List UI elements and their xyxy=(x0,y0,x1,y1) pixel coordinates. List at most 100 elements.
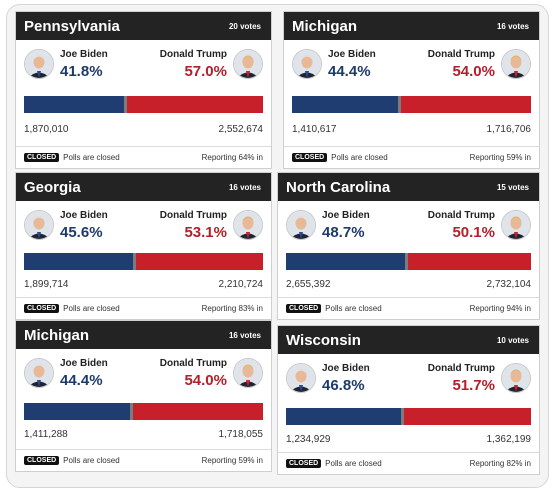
biden-avatar-icon xyxy=(292,49,322,79)
card-header: Georgia 16 votes xyxy=(16,173,271,201)
candidates-row: Joe Biden 46.8% Donald Trump 51.7% xyxy=(278,354,539,404)
trump-vote-count: 1,362,199 xyxy=(486,434,532,445)
trump-vote-count: 1,718,055 xyxy=(218,429,264,440)
card-footer: CLOSED Polls are closed Reporting 83% in xyxy=(16,297,271,319)
trump-avatar-icon xyxy=(233,358,263,388)
poll-status: Polls are closed xyxy=(325,304,382,313)
vote-share-bar xyxy=(292,96,531,113)
biden-name: Joe Biden xyxy=(322,363,370,374)
reporting-status: Reporting 64% in xyxy=(201,153,263,162)
trump-bar xyxy=(401,96,531,113)
biden-bar xyxy=(286,253,406,270)
trump-percent: 54.0% xyxy=(452,63,495,80)
biden-bar xyxy=(286,408,401,425)
biden-name: Joe Biden xyxy=(60,358,108,369)
biden-avatar-icon xyxy=(286,363,316,393)
electoral-votes: 10 votes xyxy=(496,335,529,345)
vote-counts: 1,234,929 1,362,199 xyxy=(286,434,531,445)
electoral-votes: 15 votes xyxy=(496,182,529,192)
electoral-votes: 16 votes xyxy=(496,21,529,31)
state-name: Pennsylvania xyxy=(24,17,120,35)
biden-percent: 48.7% xyxy=(322,224,365,241)
trump-name: Donald Trump xyxy=(159,49,227,60)
candidates-row: Joe Biden 44.4% Donald Trump 54.0% xyxy=(284,40,539,90)
vote-counts: 1,899,714 2,210,724 xyxy=(24,279,263,290)
trump-avatar-icon xyxy=(233,210,263,240)
result-card-georgia[interactable]: Georgia 16 votes Joe Biden 45.6% Donald … xyxy=(15,172,272,320)
biden-vote-count: 1,234,929 xyxy=(286,434,331,445)
trump-percent: 57.0% xyxy=(184,63,227,80)
trump-percent: 51.7% xyxy=(452,377,495,394)
biden-percent: 41.8% xyxy=(60,63,103,80)
state-name: Georgia xyxy=(24,178,81,196)
result-card-michigan-2[interactable]: Michigan 16 votes Joe Biden 44.4% Donald… xyxy=(15,320,272,472)
trump-bar xyxy=(126,96,263,113)
reporting-status: Reporting 94% in xyxy=(469,304,531,313)
candidates-row: Joe Biden 41.8% Donald Trump 57.0% xyxy=(16,40,271,90)
trump-name: Donald Trump xyxy=(427,49,495,60)
closed-badge: CLOSED xyxy=(292,153,328,162)
biden-vote-count: 1,410,617 xyxy=(292,124,337,135)
biden-name: Joe Biden xyxy=(60,210,108,221)
candidates-row: Joe Biden 44.4% Donald Trump 54.0% xyxy=(16,349,271,399)
electoral-votes: 20 votes xyxy=(228,21,261,31)
card-header: Pennsylvania 20 votes xyxy=(16,12,271,40)
card-header: Michigan 16 votes xyxy=(16,321,271,349)
reporting-status: Reporting 83% in xyxy=(201,304,263,313)
bar-divider xyxy=(400,408,404,425)
biden-percent: 45.6% xyxy=(60,224,103,241)
biden-percent: 46.8% xyxy=(322,377,365,394)
biden-bar xyxy=(24,253,133,270)
electoral-votes: 16 votes xyxy=(228,330,261,340)
poll-status: Polls are closed xyxy=(63,456,120,465)
biden-vote-count: 1,411,288 xyxy=(24,429,68,440)
biden-vote-count: 1,899,714 xyxy=(24,279,69,290)
bar-divider xyxy=(123,96,127,113)
closed-badge: CLOSED xyxy=(286,459,322,468)
trump-avatar-icon xyxy=(501,49,531,79)
trump-name: Donald Trump xyxy=(427,210,495,221)
trump-bar xyxy=(403,408,531,425)
reporting-status: Reporting 59% in xyxy=(469,153,531,162)
trump-percent: 53.1% xyxy=(184,224,227,241)
vote-share-bar xyxy=(24,96,263,113)
trump-name: Donald Trump xyxy=(159,210,227,221)
trump-avatar-icon xyxy=(501,363,531,393)
result-card-wisconsin[interactable]: Wisconsin 10 votes Joe Biden 46.8% Donal… xyxy=(277,325,540,475)
result-card-pennsylvania[interactable]: Pennsylvania 20 votes Joe Biden 41.8% Do… xyxy=(15,11,272,169)
poll-status: Polls are closed xyxy=(63,304,120,313)
closed-badge: CLOSED xyxy=(24,153,60,162)
biden-vote-count: 1,870,010 xyxy=(24,124,69,135)
reporting-status: Reporting 82% in xyxy=(469,459,531,468)
poll-status: Polls are closed xyxy=(63,153,120,162)
trump-avatar-icon xyxy=(501,210,531,240)
trump-bar xyxy=(408,253,531,270)
closed-badge: CLOSED xyxy=(286,304,322,313)
biden-bar xyxy=(292,96,399,113)
biden-avatar-icon xyxy=(24,49,54,79)
vote-share-bar xyxy=(286,253,531,270)
trump-name: Donald Trump xyxy=(427,363,495,374)
card-footer: CLOSED Polls are closed Reporting 82% in xyxy=(278,452,539,474)
poll-status: Polls are closed xyxy=(331,153,388,162)
state-name: Michigan xyxy=(292,17,358,35)
result-card-michigan[interactable]: Michigan 16 votes Joe Biden 44.4% Donald… xyxy=(283,11,540,169)
trump-vote-count: 2,732,104 xyxy=(486,279,532,290)
state-name: North Carolina xyxy=(286,178,391,196)
vote-counts: 1,870,010 2,552,674 xyxy=(24,124,263,135)
card-header: North Carolina 15 votes xyxy=(278,173,539,201)
state-name: Michigan xyxy=(24,326,90,344)
biden-vote-count: 2,655,392 xyxy=(286,279,331,290)
poll-status: Polls are closed xyxy=(325,459,382,468)
biden-percent: 44.4% xyxy=(328,63,371,80)
result-card-north-carolina[interactable]: North Carolina 15 votes Joe Biden 48.7% … xyxy=(277,172,540,320)
bar-divider xyxy=(132,253,136,270)
vote-share-bar xyxy=(24,253,263,270)
card-footer: CLOSED Polls are closed Reporting 94% in xyxy=(278,297,539,319)
reporting-status: Reporting 59% in xyxy=(201,456,263,465)
bar-divider xyxy=(130,403,134,420)
trump-bar xyxy=(135,253,263,270)
biden-percent: 44.4% xyxy=(60,372,103,389)
biden-avatar-icon xyxy=(286,210,316,240)
trump-vote-count: 2,552,674 xyxy=(218,124,264,135)
